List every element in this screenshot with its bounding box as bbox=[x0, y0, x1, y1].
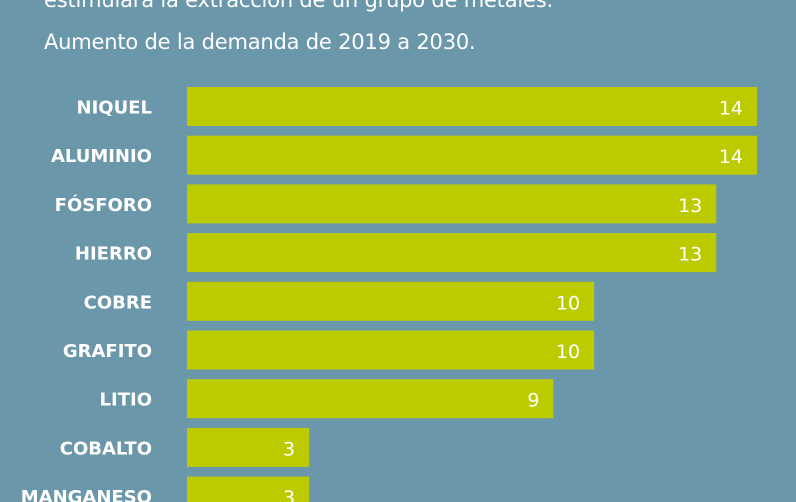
bar-row-manganeso: MANGANESO 3 bbox=[21, 476, 310, 502]
chart-subtitle: Aumento de la demanda de 2019 a 2030. bbox=[44, 30, 476, 54]
bar-aluminio bbox=[187, 135, 757, 175]
bar-fosforo bbox=[187, 184, 717, 224]
category-label-fosforo: FÓSFORO bbox=[55, 194, 152, 216]
value-label-cobalto: 3 bbox=[283, 438, 295, 460]
bar-row-fosforo: FÓSFORO 13 bbox=[55, 184, 717, 224]
bar-row-cobalto: COBALTO 3 bbox=[60, 427, 310, 467]
value-label-cobre: 10 bbox=[556, 292, 580, 314]
bar-manganeso bbox=[187, 476, 310, 502]
value-label-litio: 9 bbox=[527, 390, 539, 412]
bar-litio bbox=[187, 379, 554, 419]
bar-row-hierro: HIERRO 13 bbox=[75, 233, 717, 273]
chart-title-line-1: estimulará la extracción de un grupo de … bbox=[44, 0, 553, 12]
bar-row-niquel: NIQUEL 14 bbox=[77, 87, 757, 126]
bar-cobalto bbox=[187, 427, 310, 467]
bar-row-grafito: GRAFITO 10 bbox=[63, 330, 595, 370]
category-label-hierro: HIERRO bbox=[75, 244, 152, 265]
bar-cobre bbox=[187, 281, 595, 321]
category-label-niquel: NIQUEL bbox=[77, 98, 152, 119]
bar-niquel bbox=[187, 87, 757, 126]
category-label-aluminio: ALUMINIO bbox=[51, 146, 152, 167]
value-label-niquel: 14 bbox=[719, 98, 743, 120]
bar-grafito bbox=[187, 330, 595, 370]
value-label-grafito: 10 bbox=[556, 341, 580, 363]
bar-row-litio: LITIO 9 bbox=[100, 379, 554, 419]
category-label-cobre: COBRE bbox=[84, 292, 152, 313]
value-label-hierro: 13 bbox=[678, 244, 702, 266]
category-label-grafito: GRAFITO bbox=[63, 341, 152, 362]
value-label-aluminio: 14 bbox=[719, 146, 743, 168]
category-label-cobalto: COBALTO bbox=[60, 438, 152, 459]
bar-hierro bbox=[187, 233, 717, 273]
category-label-litio: LITIO bbox=[100, 390, 152, 411]
bar-row-cobre: COBRE 10 bbox=[84, 281, 595, 321]
value-label-fosforo: 13 bbox=[678, 195, 702, 217]
value-label-manganeso: 3 bbox=[283, 487, 295, 502]
category-label-manganeso: MANGANESO bbox=[21, 487, 152, 502]
bar-row-aluminio: ALUMINIO 14 bbox=[51, 135, 757, 175]
